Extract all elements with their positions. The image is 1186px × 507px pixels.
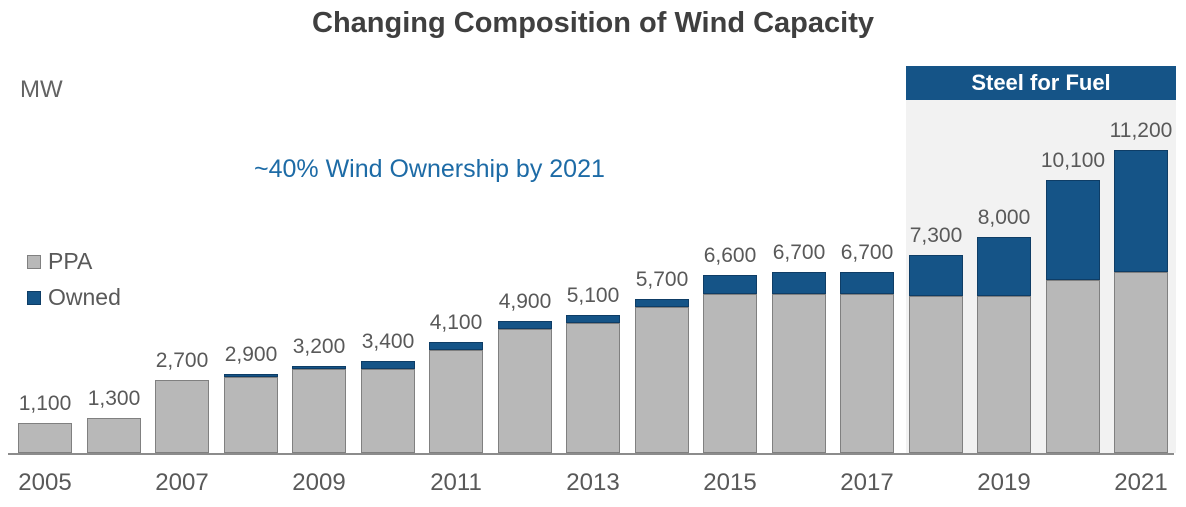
legend-label-owned: Owned — [48, 284, 121, 310]
ownership-annotation: ~40% Wind Ownership by 2021 — [254, 155, 605, 183]
bar-2006-ppa-segment — [87, 418, 141, 453]
bar-2015-value-label: 6,600 — [703, 244, 757, 267]
bar-2010-ppa-segment — [361, 369, 415, 453]
bar-2020-owned-segment — [1046, 180, 1100, 280]
x-tick-label-2013: 2013 — [566, 469, 620, 496]
bar-2011-value-label: 4,100 — [429, 311, 483, 334]
bar-2019-owned-segment — [977, 237, 1031, 296]
ppa-swatch-icon — [27, 254, 41, 269]
bar-2008-value-label: 2,900 — [224, 343, 278, 366]
bar-2006-value-label: 1,300 — [87, 387, 141, 410]
steel-for-fuel-banner: Steel for Fuel — [906, 66, 1176, 100]
bar-2009-ppa-segment — [292, 369, 346, 453]
bar-2014-ppa-segment — [635, 307, 689, 453]
legend-label-ppa: PPA — [48, 248, 93, 274]
bar-2021-value-label: 11,200 — [1109, 119, 1173, 142]
x-axis-line — [8, 453, 1174, 455]
bar-2011-owned-segment — [429, 342, 483, 350]
bar-2011-ppa-segment — [429, 350, 483, 453]
x-tick-label-2007: 2007 — [155, 469, 209, 496]
y-axis-unit-label: MW — [20, 76, 63, 103]
bar-2015-owned-segment — [703, 275, 757, 294]
bar-2009-value-label: 3,200 — [292, 335, 346, 358]
x-tick-label-2011: 2011 — [430, 469, 482, 496]
bar-2013-owned-segment — [566, 315, 620, 323]
bar-2008-ppa-segment — [224, 377, 278, 453]
x-tick-label-2015: 2015 — [703, 469, 757, 496]
bar-2017-ppa-segment — [840, 294, 894, 453]
legend-item-ppa: PPA — [27, 248, 92, 275]
bar-2012-owned-segment — [498, 321, 552, 329]
owned-swatch-icon — [27, 290, 41, 305]
chart-title: Changing Composition of Wind Capacity — [312, 7, 874, 39]
bar-2010-value-label: 3,400 — [361, 330, 415, 353]
x-tick-label-2019: 2019 — [977, 469, 1031, 496]
bar-2005-ppa-segment — [18, 423, 72, 453]
bar-2014-owned-segment — [635, 299, 689, 307]
bar-2016-ppa-segment — [772, 294, 826, 453]
bar-2019-value-label: 8,000 — [977, 206, 1031, 229]
bar-2007-ppa-segment — [155, 380, 209, 453]
bar-2017-value-label: 6,700 — [840, 241, 894, 264]
bar-2021-owned-segment — [1114, 150, 1168, 272]
x-tick-label-2021: 2021 — [1114, 469, 1168, 496]
bar-2012-value-label: 4,900 — [498, 290, 552, 313]
bar-2009-owned-segment — [292, 366, 346, 369]
bar-2010-owned-segment — [361, 361, 415, 369]
bar-2013-value-label: 5,100 — [566, 284, 620, 307]
bar-2016-owned-segment — [772, 272, 826, 294]
x-tick-label-2005: 2005 — [18, 469, 72, 496]
bar-2016-value-label: 6,700 — [772, 241, 826, 264]
bar-2015-ppa-segment — [703, 294, 757, 453]
bar-2019-ppa-segment — [977, 296, 1031, 453]
bar-2020-value-label: 10,100 — [1040, 149, 1106, 172]
legend-item-owned: Owned — [27, 284, 121, 311]
bar-2012-ppa-segment — [498, 329, 552, 453]
bar-2014-value-label: 5,700 — [635, 268, 689, 291]
bar-2017-owned-segment — [840, 272, 894, 294]
bar-2013-ppa-segment — [566, 323, 620, 453]
bar-2018-owned-segment — [909, 255, 963, 296]
bar-2005-value-label: 1,100 — [18, 392, 72, 415]
x-tick-label-2017: 2017 — [840, 469, 894, 496]
bar-2008-owned-segment — [224, 374, 278, 377]
bar-2021-ppa-segment — [1114, 272, 1168, 453]
bar-2020-ppa-segment — [1046, 280, 1100, 453]
bar-2007-value-label: 2,700 — [155, 349, 209, 372]
bar-2018-ppa-segment — [909, 296, 963, 453]
bar-2018-value-label: 7,300 — [909, 224, 963, 247]
x-tick-label-2009: 2009 — [292, 469, 346, 496]
